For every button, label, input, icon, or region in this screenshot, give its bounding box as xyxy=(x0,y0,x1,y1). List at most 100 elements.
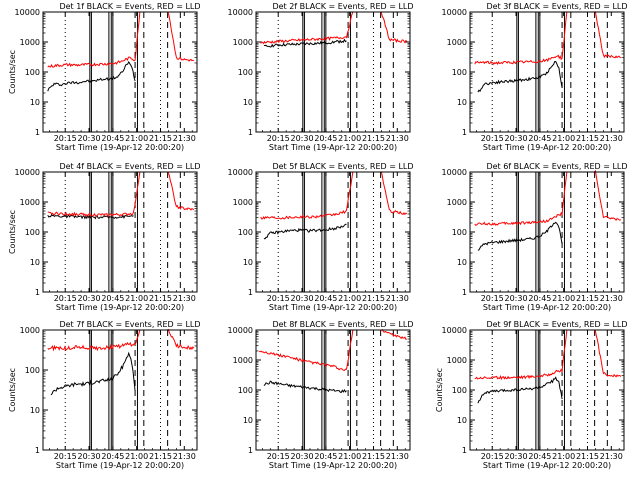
y-tick-label: 1000 xyxy=(447,38,467,47)
x-tick-label: 21:00 xyxy=(125,294,148,303)
y-tick-label: 10 xyxy=(30,406,40,415)
y-axis-label: Counts/sec xyxy=(8,368,17,412)
series-line-lld xyxy=(474,169,622,226)
panel-3: Det 3f BLACK = Events, RED = LLD 1 10 100 10… xyxy=(442,2,628,152)
x-tick-label: 20:45 xyxy=(314,452,337,461)
series-line-lld xyxy=(474,329,622,381)
x-tick-label: 20:15 xyxy=(481,134,504,143)
y-tick-label: 1 xyxy=(35,288,40,297)
x-tick-label: 21:30 xyxy=(600,134,623,143)
panel-title: Det 1f BLACK = Events, RED = LLD xyxy=(59,2,200,11)
y-tick-label: 1 xyxy=(248,128,253,137)
plot-frame xyxy=(469,11,625,133)
x-tick-label: 21:15 xyxy=(576,294,599,303)
x-tick-label: 20:30 xyxy=(291,452,314,461)
x-tick-label: 20:45 xyxy=(314,294,337,303)
y-tick-label: 10000 xyxy=(442,8,467,17)
series-line-events xyxy=(50,351,136,396)
x-tick-label: 20:30 xyxy=(78,134,101,143)
x-tick-label: 21:30 xyxy=(386,452,409,461)
x-axis-label: Start Time (19-Apr-12 20:00:20) xyxy=(56,303,184,312)
x-tick-label: 21:15 xyxy=(149,452,172,461)
x-tick-label: 20:15 xyxy=(267,294,290,303)
x-tick-label: 21:15 xyxy=(576,452,599,461)
x-tick-label: 21:15 xyxy=(149,294,172,303)
plot-frame xyxy=(469,329,625,451)
y-tick-label: 10 xyxy=(30,258,40,267)
panel-title: Det 4f BLACK = Events, RED = LLD xyxy=(59,162,200,171)
series-line-lld xyxy=(260,171,408,220)
x-tick-label: 20:45 xyxy=(101,134,124,143)
y-tick-label: 10000 xyxy=(442,168,467,177)
y-axis-label: Counts/sec xyxy=(435,368,444,412)
y-tick-label: 10 xyxy=(457,258,467,267)
x-axis-label: Start Time (19-Apr-12 20:00:20) xyxy=(269,461,397,470)
panel-5: Det 5f BLACK = Events, RED = LLD 1 10 100 10… xyxy=(228,162,414,312)
y-tick-label: 1000 xyxy=(20,198,40,207)
y-tick-label: 100 xyxy=(452,386,467,395)
x-tick-label: 20:15 xyxy=(54,452,77,461)
y-tick-label: 10000 xyxy=(15,168,40,177)
series-line-lld xyxy=(47,11,194,68)
plot-frame xyxy=(255,171,411,293)
series-line-lld xyxy=(260,11,408,45)
panel-title: Det 9f BLACK = Events, RED = LLD xyxy=(486,320,627,329)
y-tick-label: 10000 xyxy=(15,8,40,17)
x-tick-label: 20:45 xyxy=(528,134,551,143)
x-tick-label: 21:30 xyxy=(600,294,623,303)
x-tick-label: 20:30 xyxy=(291,134,314,143)
y-tick-label: 1000 xyxy=(447,198,467,207)
y-tick-label: 1000 xyxy=(233,38,253,47)
y-tick-label: 100 xyxy=(238,228,253,237)
y-tick-label: 1000 xyxy=(447,356,467,365)
y-tick-label: 10000 xyxy=(228,168,253,177)
x-tick-label: 20:30 xyxy=(505,134,528,143)
x-tick-label: 20:30 xyxy=(291,294,314,303)
y-tick-label: 1 xyxy=(462,128,467,137)
y-tick-label: 10 xyxy=(457,416,467,425)
y-tick-label: 1000 xyxy=(233,198,253,207)
y-tick-label: 10000 xyxy=(228,8,253,17)
x-tick-label: 20:45 xyxy=(528,452,551,461)
x-tick-label: 21:15 xyxy=(362,452,385,461)
y-tick-label: 1000 xyxy=(233,356,253,365)
x-tick-label: 21:30 xyxy=(173,452,196,461)
x-tick-label: 20:30 xyxy=(505,294,528,303)
y-tick-label: 1000 xyxy=(20,326,40,335)
y-tick-label: 100 xyxy=(25,68,40,77)
series-line-events xyxy=(47,213,134,220)
panel-2: Det 2f BLACK = Events, RED = LLD 1 10 100 10… xyxy=(228,2,414,152)
x-tick-label: 21:00 xyxy=(125,452,148,461)
panel-title: Det 5f BLACK = Events, RED = LLD xyxy=(272,162,413,171)
plot-frame xyxy=(42,171,198,293)
plot-frame xyxy=(42,329,198,451)
x-tick-label: 21:15 xyxy=(362,294,385,303)
x-tick-label: 21:00 xyxy=(552,452,575,461)
y-axis-label: Counts/sec xyxy=(8,50,17,94)
series-line-events xyxy=(477,221,563,251)
x-tick-label: 20:45 xyxy=(528,294,551,303)
y-axis-label: Counts/sec xyxy=(8,210,17,254)
x-tick-label: 21:30 xyxy=(386,134,409,143)
series-line-events xyxy=(477,376,563,404)
y-tick-label: 1 xyxy=(248,446,253,455)
x-tick-label: 20:15 xyxy=(54,294,77,303)
y-tick-label: 10 xyxy=(243,416,253,425)
x-axis-label: Start Time (19-Apr-12 20:00:20) xyxy=(56,143,184,152)
x-tick-label: 21:15 xyxy=(576,134,599,143)
panel-title: Det 8f BLACK = Events, RED = LLD xyxy=(272,320,413,329)
y-tick-label: 100 xyxy=(452,68,467,77)
x-tick-label: 21:30 xyxy=(173,294,196,303)
y-tick-label: 10 xyxy=(457,98,467,107)
y-tick-label: 100 xyxy=(238,68,253,77)
x-tick-label: 21:30 xyxy=(173,134,196,143)
series-line-events xyxy=(263,380,347,394)
y-tick-label: 1 xyxy=(248,288,253,297)
x-tick-label: 20:45 xyxy=(314,134,337,143)
panel-title: Det 3f BLACK = Events, RED = LLD xyxy=(486,2,627,11)
x-axis-label: Start Time (19-Apr-12 20:00:20) xyxy=(483,303,611,312)
y-tick-label: 100 xyxy=(238,386,253,395)
x-tick-label: 20:45 xyxy=(101,452,124,461)
